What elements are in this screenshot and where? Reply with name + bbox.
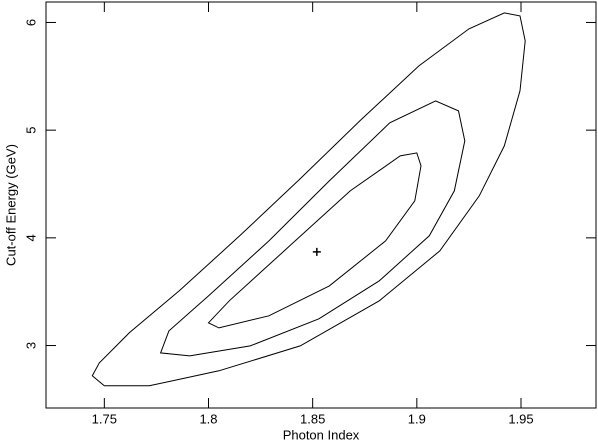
contour-line: [207, 152, 422, 329]
plot-frame: [45, 1, 597, 409]
contour-line: [159, 100, 466, 357]
contour-line: [91, 12, 526, 387]
y-axis-label: Cut-off Energy (GeV): [3, 144, 18, 266]
x-tick-label: 1.75: [92, 411, 117, 426]
best-fit-marker: [312, 247, 321, 256]
y-tick-label: 5: [23, 127, 38, 134]
x-tick-label: 1.9: [408, 411, 426, 426]
x-axis-label: Photon Index: [283, 427, 360, 442]
y-tick-label: 3: [23, 342, 38, 349]
x-tick-label: 1.8: [199, 411, 217, 426]
x-tick-label: 1.85: [300, 411, 325, 426]
x-tick-label: 1.95: [508, 411, 533, 426]
y-tick-label: 6: [23, 19, 38, 26]
y-tick-label: 4: [23, 234, 38, 241]
